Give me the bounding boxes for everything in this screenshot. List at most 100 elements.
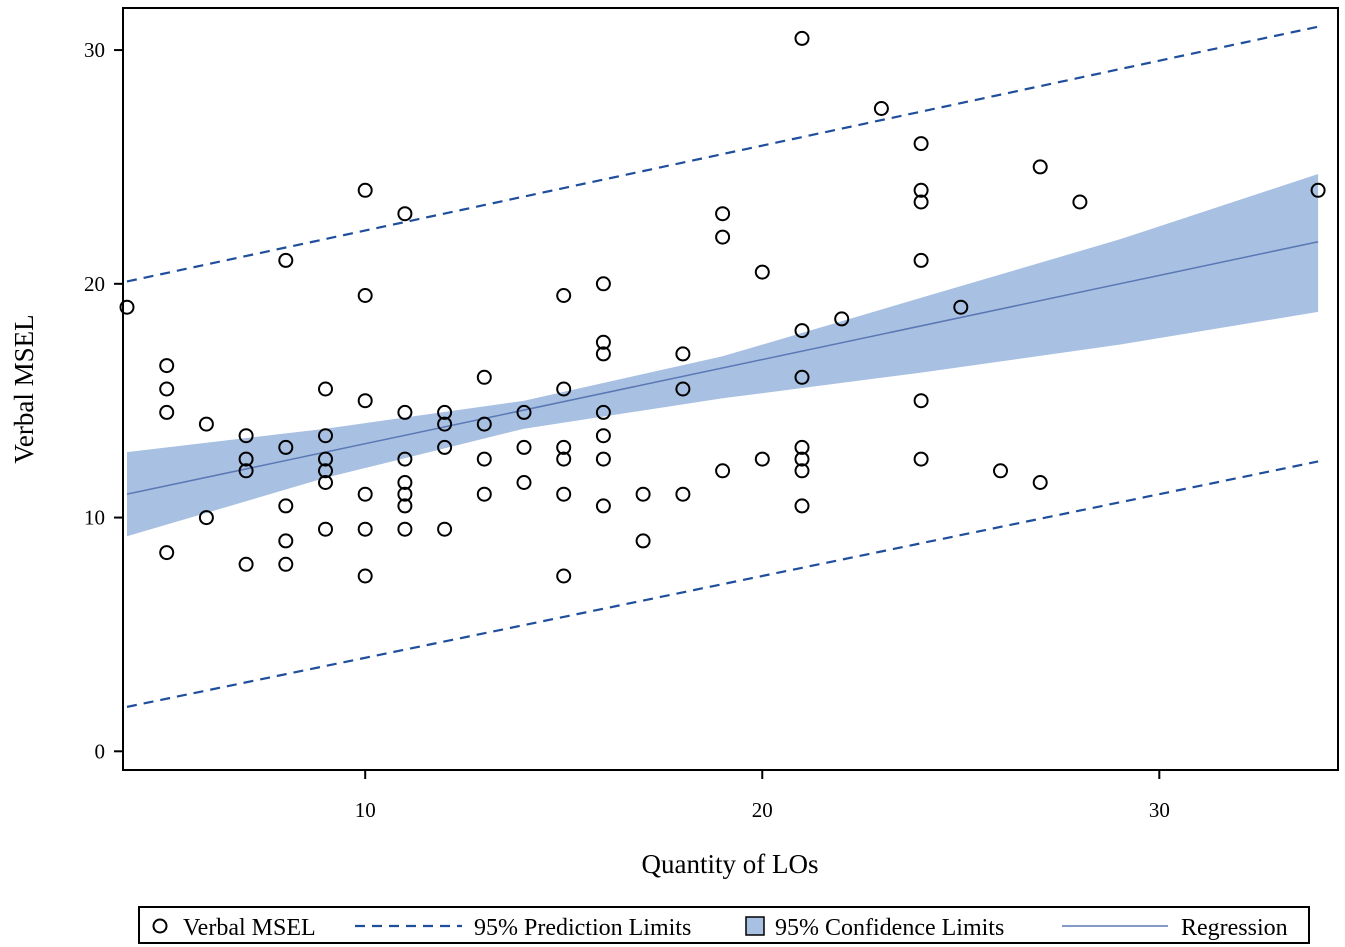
points-layer — [119, 30, 1326, 584]
data-point — [595, 346, 611, 362]
data-point — [238, 428, 254, 444]
data-point — [595, 334, 611, 350]
data-point — [953, 299, 969, 315]
data-point — [516, 404, 532, 420]
data-point — [437, 416, 453, 432]
data-point — [437, 404, 453, 420]
lower-prediction-limit — [126, 460, 1319, 708]
data-point — [357, 521, 373, 537]
data-point — [278, 252, 294, 268]
data-point — [1032, 475, 1048, 490]
data-point — [397, 404, 413, 420]
data-point — [476, 369, 492, 385]
data-point — [278, 556, 294, 572]
data-point — [318, 381, 333, 397]
data-point — [595, 498, 611, 514]
legend-marker-confidence — [745, 916, 765, 936]
data-point — [357, 182, 373, 198]
y-tick-label: 0 — [95, 739, 106, 763]
data-point — [476, 486, 492, 502]
confidence-band-layer — [127, 174, 1319, 537]
data-point — [318, 463, 333, 479]
axis-layer: 10 20 30 0 10 20 30 — [84, 38, 1170, 822]
data-point — [357, 486, 373, 502]
legend-label-points: Verbal MSEL — [183, 915, 316, 941]
data-point — [556, 568, 572, 584]
data-point — [675, 346, 691, 362]
y-tick-label: 10 — [84, 506, 105, 530]
data-point — [238, 556, 254, 572]
data-point — [913, 252, 929, 268]
data-point — [397, 498, 413, 514]
x-tick-label: 30 — [1149, 798, 1170, 822]
legend-box — [138, 906, 1310, 944]
data-point — [834, 311, 850, 327]
data-point — [278, 533, 294, 549]
data-point — [715, 463, 731, 479]
data-point — [318, 475, 333, 490]
data-point — [1072, 194, 1088, 210]
data-point — [913, 136, 929, 152]
data-point — [794, 439, 810, 455]
data-point — [556, 381, 572, 397]
data-point — [635, 486, 651, 502]
data-point — [675, 381, 691, 397]
y-axis-title: Verbal MSEL — [9, 314, 39, 463]
data-point — [913, 393, 929, 409]
data-point — [556, 439, 572, 455]
legend-label-confidence: 95% Confidence Limits — [775, 915, 1004, 941]
data-point — [913, 194, 929, 210]
data-point — [1310, 182, 1326, 198]
data-point — [595, 276, 611, 292]
confidence-band — [127, 174, 1319, 537]
data-point — [516, 439, 532, 455]
legend-label-prediction: 95% Prediction Limits — [474, 915, 691, 941]
data-point — [675, 486, 691, 502]
x-tick-label: 10 — [355, 798, 376, 822]
data-point — [794, 369, 810, 385]
data-point — [159, 358, 175, 374]
data-point — [794, 498, 810, 514]
data-point — [357, 393, 373, 409]
data-point — [198, 416, 214, 432]
data-point — [913, 182, 929, 198]
y-tick-label: 20 — [84, 272, 105, 296]
data-point — [397, 521, 413, 537]
data-point — [794, 30, 810, 46]
data-point — [198, 510, 214, 526]
legend-marker-points — [152, 918, 168, 934]
data-point — [397, 475, 413, 490]
data-point — [595, 404, 611, 420]
data-point — [794, 463, 810, 479]
plot-frame — [122, 7, 1339, 771]
regression-line — [126, 241, 1319, 495]
data-point — [278, 498, 294, 514]
data-point — [397, 486, 413, 502]
legend-label-regression: Regression — [1181, 915, 1288, 941]
data-point — [556, 288, 572, 303]
data-point — [437, 439, 453, 455]
data-point — [159, 381, 175, 397]
data-point — [119, 299, 135, 315]
data-point — [1032, 159, 1048, 175]
data-point — [913, 451, 929, 467]
data-point — [715, 229, 731, 245]
data-point — [437, 521, 453, 537]
x-tick-label: 20 — [752, 798, 773, 822]
data-point — [238, 451, 254, 467]
data-point — [476, 416, 492, 432]
legend: Verbal MSEL 95% Prediction Limits 95% Co… — [138, 906, 1310, 944]
data-point — [318, 451, 333, 467]
data-point — [238, 463, 254, 479]
x-axis-title: Quantity of LOs — [642, 849, 819, 879]
data-point — [635, 533, 651, 549]
data-point — [397, 451, 413, 467]
data-point — [794, 323, 810, 339]
data-point — [357, 568, 373, 584]
data-point — [715, 206, 731, 222]
data-point — [357, 288, 373, 303]
data-point — [754, 264, 770, 280]
data-point — [318, 428, 333, 444]
data-point — [397, 206, 413, 222]
data-point — [993, 463, 1008, 479]
